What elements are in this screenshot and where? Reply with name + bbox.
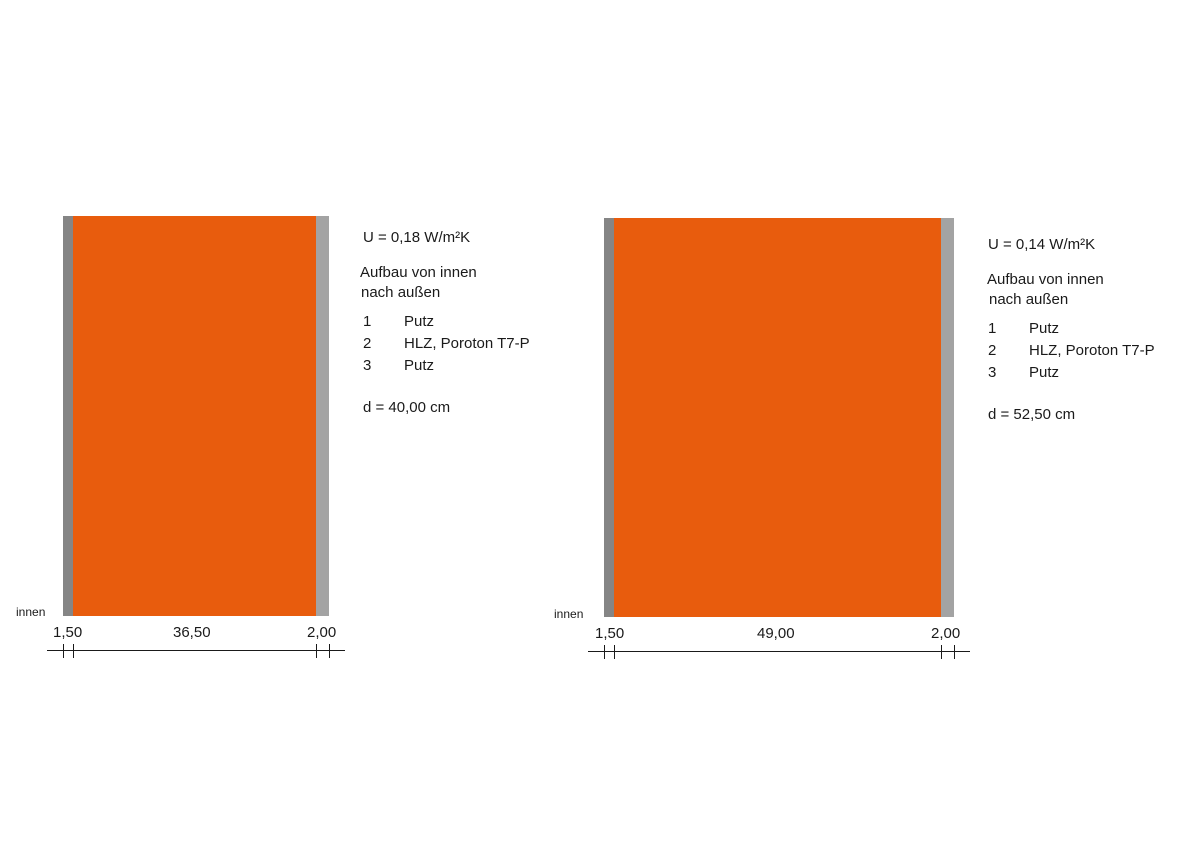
dimension-inner: 1,50 (595, 625, 625, 642)
outer-plaster-layer (316, 216, 329, 616)
wall-info-panel: U = 0,14 W/m²K Aufbau von innen nach auß… (987, 234, 1155, 426)
heading-line-1: Aufbau von innen (987, 271, 1104, 288)
total-thickness: d = 52,50 cm (988, 406, 1076, 423)
wall-info-panel: U = 0,18 W/m²K Aufbau von innen nach auß… (360, 227, 530, 419)
inner-plaster-layer (604, 218, 614, 617)
dimension-core: 49,00 (757, 625, 795, 642)
layer-number: 3 (988, 364, 997, 381)
layer-number: 1 (363, 313, 372, 330)
dimension-inner: 1,50 (53, 624, 83, 641)
dimension-outer: 2,00 (931, 625, 961, 642)
build-up-heading: Aufbau von innen nach außen (987, 270, 1155, 310)
dimension-outer: 2,00 (307, 624, 337, 641)
heading-line-1: Aufbau von innen (360, 264, 477, 281)
heading-line-2: nach außen (361, 284, 441, 301)
list-item: 3 Putz (363, 355, 530, 377)
layer-name: Putz (404, 313, 435, 330)
brick-layer (614, 218, 941, 617)
layer-name: Putz (1029, 320, 1060, 337)
layer-name: HLZ, Poroton T7-P (1029, 342, 1155, 359)
layer-number: 1 (988, 320, 997, 337)
list-item: 1 Putz (988, 318, 1155, 340)
list-item: 2 HLZ, Poroton T7-P (988, 340, 1155, 362)
innen-label: innen (554, 607, 584, 621)
layer-list: 1 Putz 2 HLZ, Poroton T7-P 3 Putz (988, 318, 1155, 384)
outer-plaster-layer (941, 218, 954, 617)
innen-label: innen (16, 605, 46, 619)
brick-layer (73, 216, 316, 616)
layer-name: Putz (404, 357, 435, 374)
total-thickness: d = 40,00 cm (363, 399, 451, 416)
dimension-core: 36,50 (173, 624, 211, 641)
build-up-heading: Aufbau von innen nach außen (360, 263, 530, 303)
u-value: U = 0,18 W/m²K (363, 229, 471, 246)
layer-number: 3 (363, 357, 372, 374)
layer-number: 2 (363, 335, 372, 352)
layer-name: HLZ, Poroton T7-P (404, 335, 530, 352)
list-item: 2 HLZ, Poroton T7-P (363, 333, 530, 355)
list-item: 1 Putz (363, 311, 530, 333)
list-item: 3 Putz (988, 362, 1155, 384)
layer-list: 1 Putz 2 HLZ, Poroton T7-P 3 Putz (363, 311, 530, 377)
u-value: U = 0,14 W/m²K (988, 236, 1096, 253)
layer-number: 2 (988, 342, 997, 359)
layer-name: Putz (1029, 364, 1060, 381)
inner-plaster-layer (63, 216, 73, 616)
heading-line-2: nach außen (989, 291, 1069, 308)
